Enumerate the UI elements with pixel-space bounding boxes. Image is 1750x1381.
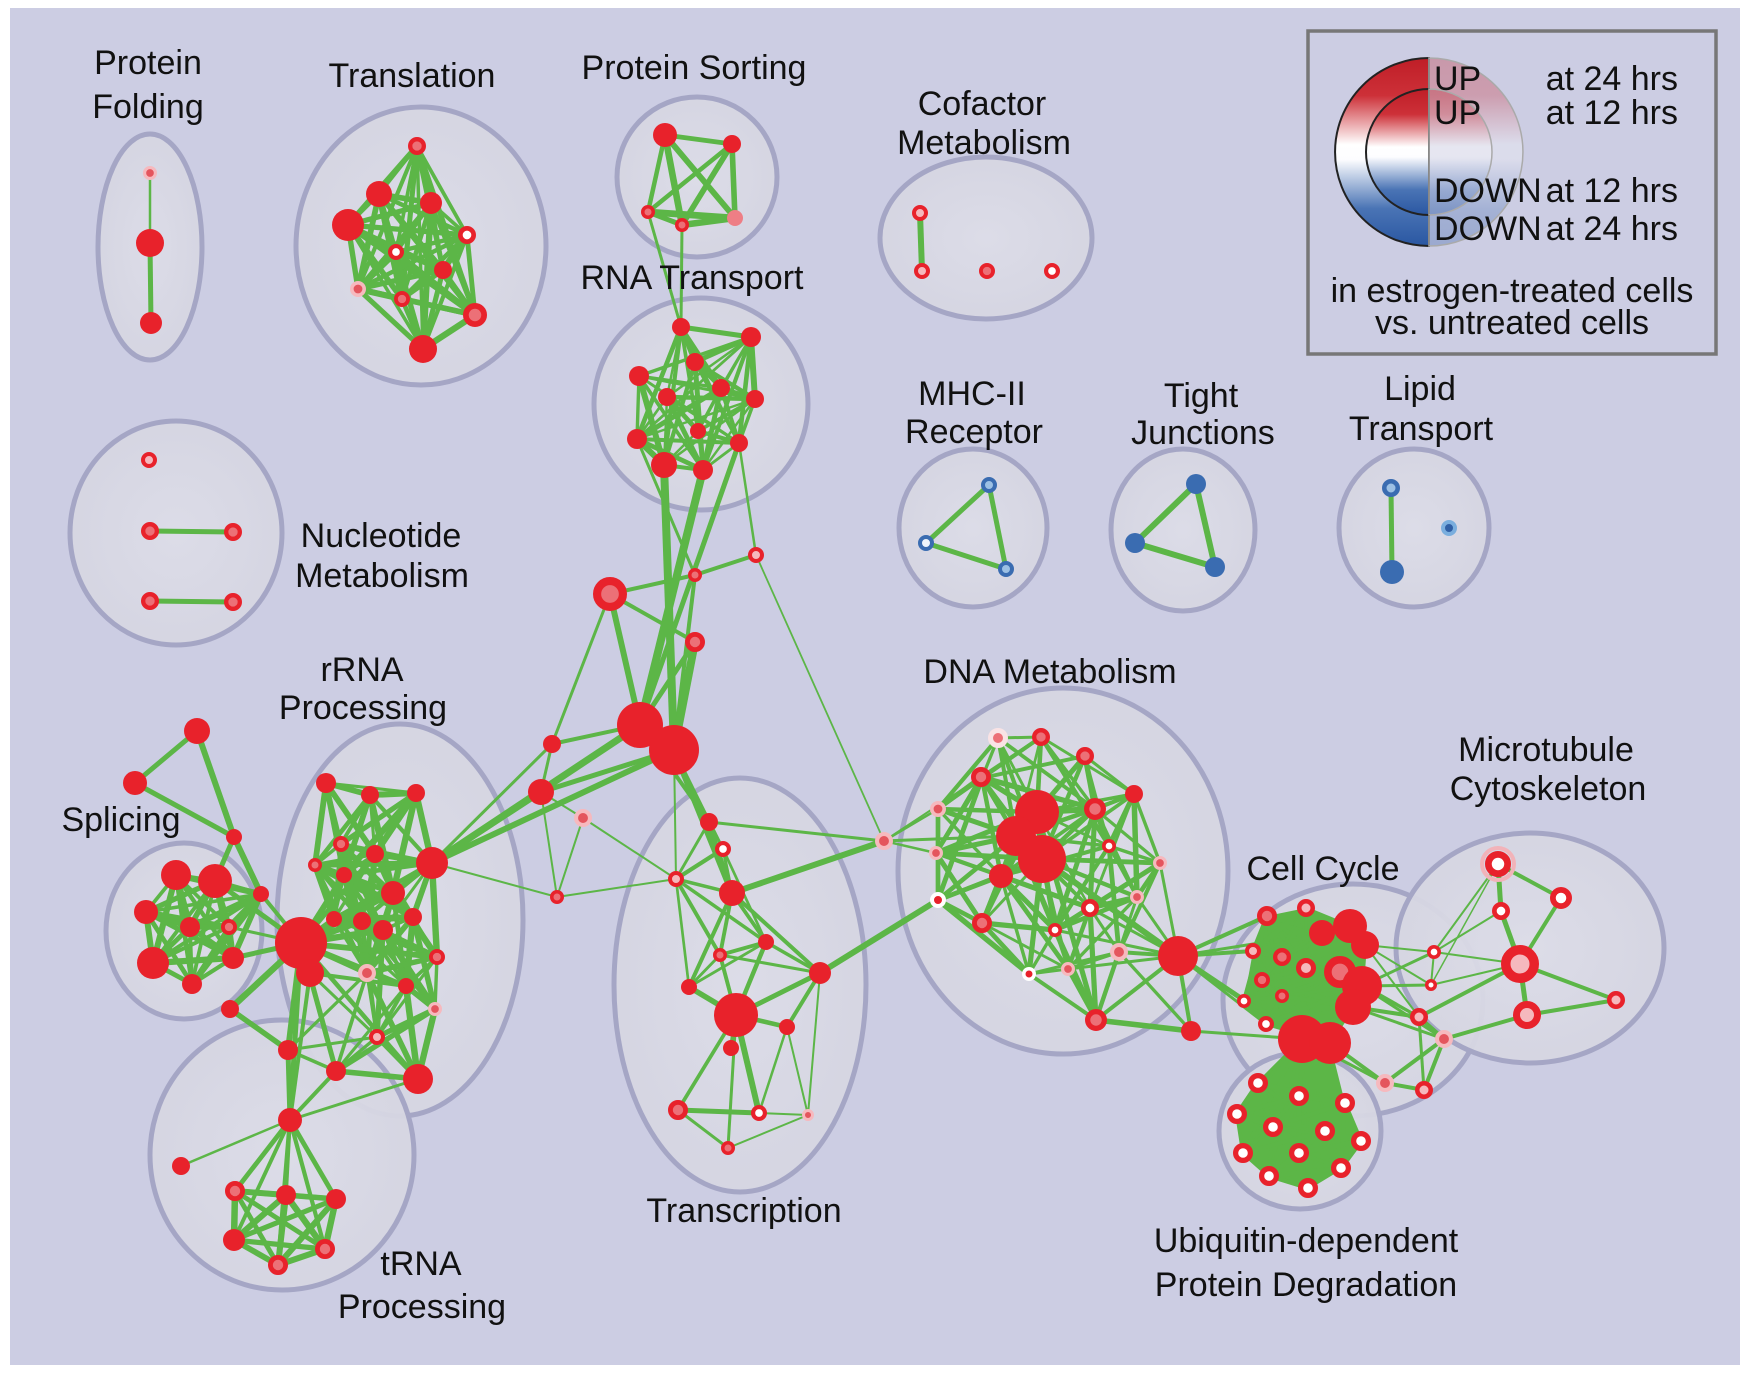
svg-text:at 24 hrs: at 24 hrs bbox=[1546, 60, 1678, 98]
svg-text:MHC-II: MHC-II bbox=[918, 375, 1026, 413]
svg-text:at 12 hrs: at 12 hrs bbox=[1546, 94, 1678, 132]
svg-text:Protein Sorting: Protein Sorting bbox=[582, 49, 807, 87]
svg-text:Ubiquitin-dependent: Ubiquitin-dependent bbox=[1154, 1222, 1459, 1260]
svg-text:Metabolism: Metabolism bbox=[295, 557, 469, 595]
svg-text:Nucleotide: Nucleotide bbox=[301, 517, 462, 555]
svg-text:Processing: Processing bbox=[338, 1288, 506, 1326]
svg-text:Protein: Protein bbox=[94, 44, 202, 82]
svg-text:Cofactor: Cofactor bbox=[918, 85, 1047, 123]
svg-text:Translation: Translation bbox=[329, 57, 496, 95]
svg-text:Lipid: Lipid bbox=[1384, 370, 1456, 408]
svg-text:Receptor: Receptor bbox=[905, 413, 1043, 451]
svg-text:tRNA: tRNA bbox=[380, 1245, 462, 1283]
svg-text:Metabolism: Metabolism bbox=[897, 124, 1071, 162]
svg-text:Processing: Processing bbox=[279, 689, 447, 727]
svg-text:rRNA: rRNA bbox=[320, 651, 403, 689]
svg-text:Cytoskeleton: Cytoskeleton bbox=[1450, 770, 1647, 808]
svg-text:Cell Cycle: Cell Cycle bbox=[1246, 850, 1399, 888]
svg-text:vs. untreated cells: vs. untreated cells bbox=[1375, 304, 1649, 342]
svg-text:DNA Metabolism: DNA Metabolism bbox=[923, 653, 1176, 691]
svg-text:UP: UP bbox=[1434, 94, 1481, 132]
svg-text:Folding: Folding bbox=[92, 88, 204, 126]
svg-text:Splicing: Splicing bbox=[61, 801, 180, 839]
svg-text:Protein Degradation: Protein Degradation bbox=[1155, 1266, 1457, 1304]
svg-text:DOWN: DOWN bbox=[1434, 210, 1542, 248]
svg-text:Microtubule: Microtubule bbox=[1458, 731, 1634, 769]
svg-text:in estrogen-treated cells: in estrogen-treated cells bbox=[1331, 272, 1694, 310]
svg-text:DOWN: DOWN bbox=[1434, 172, 1542, 210]
svg-text:UP: UP bbox=[1434, 60, 1481, 98]
svg-text:Tight: Tight bbox=[1164, 377, 1239, 415]
svg-text:Junctions: Junctions bbox=[1131, 414, 1275, 452]
svg-text:Transcription: Transcription bbox=[646, 1192, 841, 1230]
svg-text:RNA Transport: RNA Transport bbox=[581, 259, 805, 297]
svg-text:at 12 hrs: at 12 hrs bbox=[1546, 172, 1678, 210]
svg-text:Transport: Transport bbox=[1349, 410, 1494, 448]
svg-text:at 24 hrs: at 24 hrs bbox=[1546, 210, 1678, 248]
